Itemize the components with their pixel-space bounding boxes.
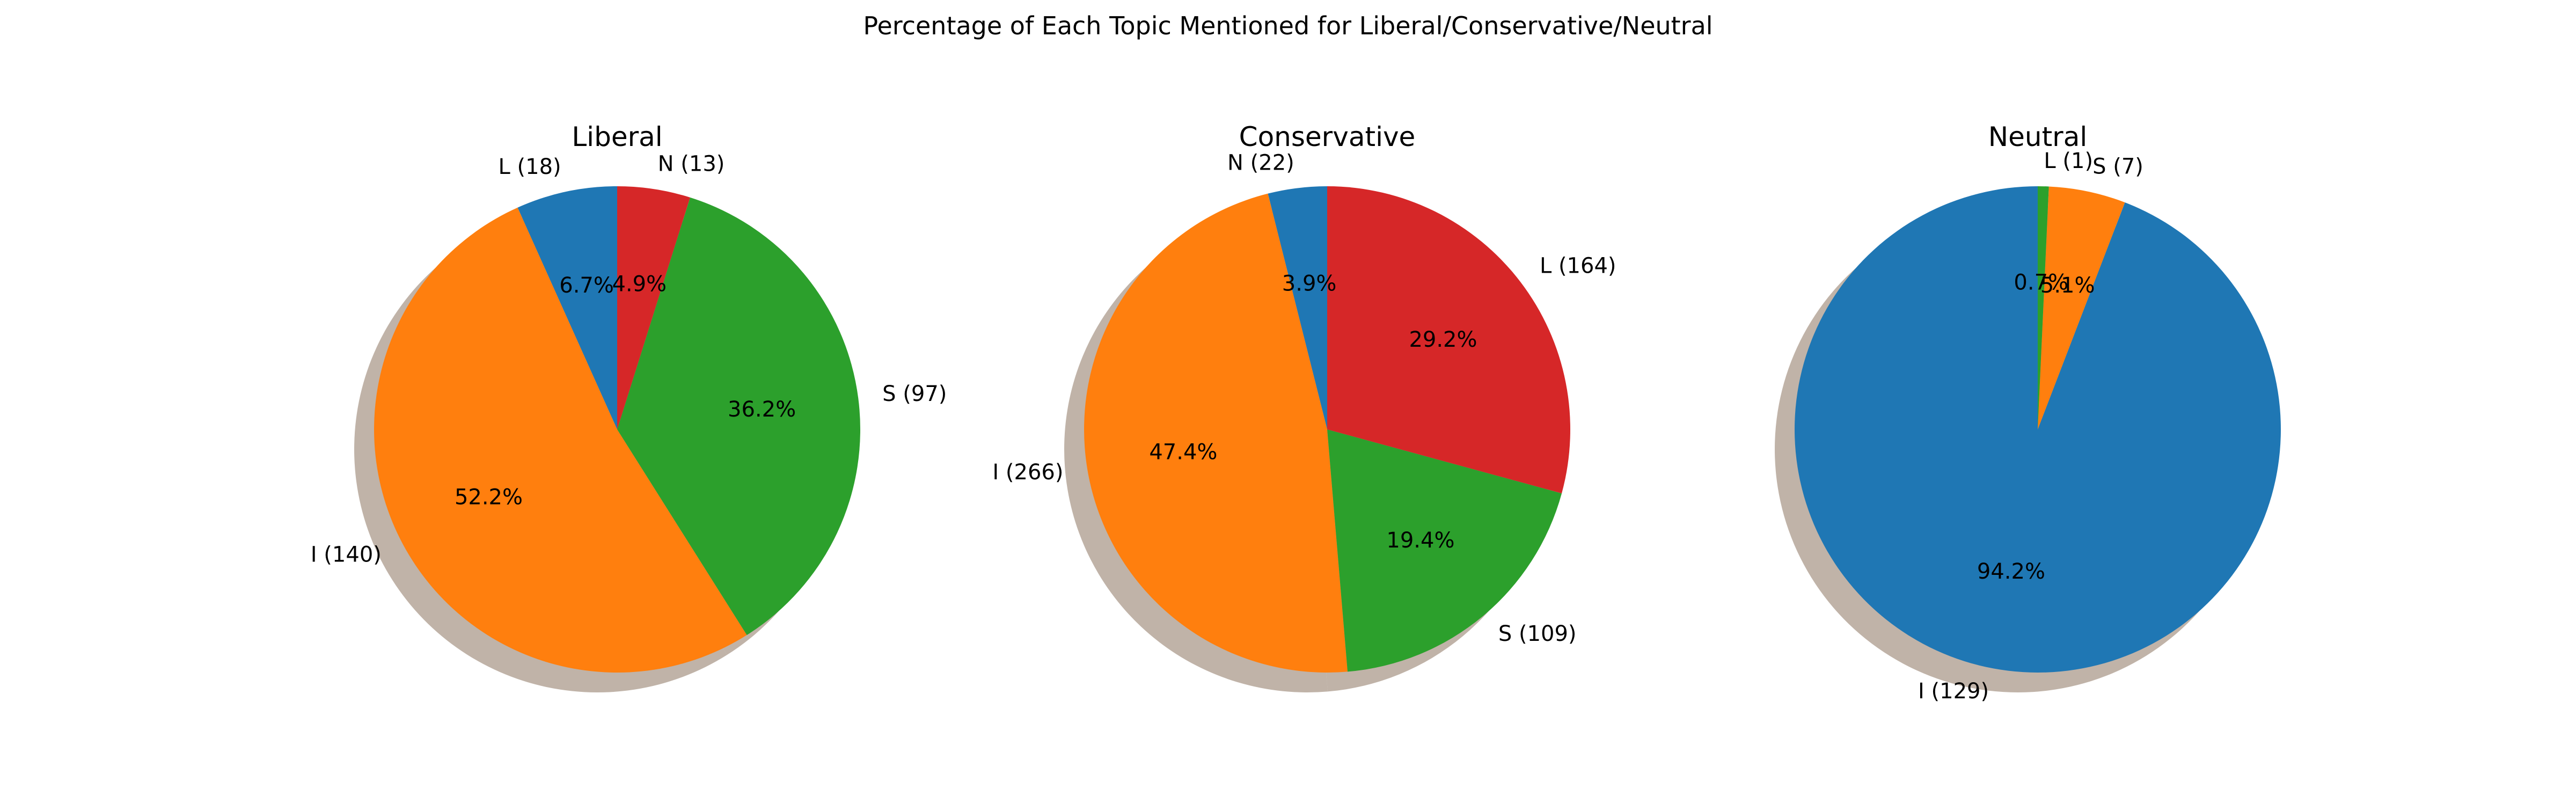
pie-slice-i-266	[1084, 193, 1348, 673]
pie-slice-label: I (140)	[311, 543, 382, 567]
pie-slice-label: S (109)	[1498, 622, 1577, 646]
pie-slice-n-22	[1268, 186, 1327, 429]
pie-slice-l-1	[2038, 186, 2049, 429]
pie-slice-i-140	[374, 207, 747, 673]
pie-title-liberal: Liberal	[572, 121, 662, 152]
pie-chart-liberal: Liberal L (18) 6.7% I (140) 52.2% S (97) 36.2…	[311, 121, 947, 693]
pie-slice-label: N (22)	[1227, 150, 1294, 175]
pie-slice-label: I (266)	[992, 460, 1063, 485]
pie-percentage-label: 52.2%	[455, 485, 523, 509]
pie-slice-label: I (129)	[1918, 679, 1989, 704]
pie-slice-label: L (164)	[1540, 253, 1616, 278]
pie-slice-label: S (97)	[882, 382, 947, 406]
pie-percentage-label: 6.7%	[559, 273, 614, 298]
pie-slice-s-109	[1327, 429, 1562, 672]
pie-slice-s-7	[2038, 186, 2125, 429]
pie-percentage-label: 19.4%	[1386, 528, 1454, 553]
pie-percentage-label: 36.2%	[728, 397, 796, 422]
pie-chart-conservative: Conservative N (22) 3.9% I (266) 47.4% S (10…	[992, 121, 1616, 692]
figure-title: Percentage of Each Topic Mentioned for L…	[863, 11, 1713, 40]
pie-slice-label: N (13)	[658, 151, 725, 176]
pie-slice-l-18	[517, 186, 617, 429]
pie-percentage-label: 94.2%	[1977, 559, 2045, 584]
pie-percentage-label: 3.9%	[1282, 271, 1337, 296]
pie-slice-label: L (1)	[2044, 149, 2093, 173]
pie-percentage-label: 29.2%	[1409, 327, 1477, 352]
pie-slice-s-97	[617, 197, 861, 636]
pie-percentage-label: 47.4%	[1149, 440, 1217, 465]
pie-slice-label: S (7)	[2092, 154, 2143, 179]
pie-percentage-label: 0.7%	[2014, 270, 2068, 295]
pie-chart-neutral: Neutral I (129) 94.2% S (7) 5.1% L (1) 0.7%	[1774, 121, 2281, 704]
pie-title-conservative: Conservative	[1239, 121, 1416, 152]
pie-percentage-label: 4.9%	[612, 272, 667, 296]
pie-slice-n-13	[617, 186, 690, 429]
pie-slice-i-129	[1794, 186, 2281, 673]
pie-slice-label: L (18)	[499, 155, 561, 179]
pie-percentage-label: 5.1%	[2040, 273, 2095, 298]
pie-slice-l-164	[1327, 186, 1570, 494]
pie-title-neutral: Neutral	[1988, 121, 2088, 152]
